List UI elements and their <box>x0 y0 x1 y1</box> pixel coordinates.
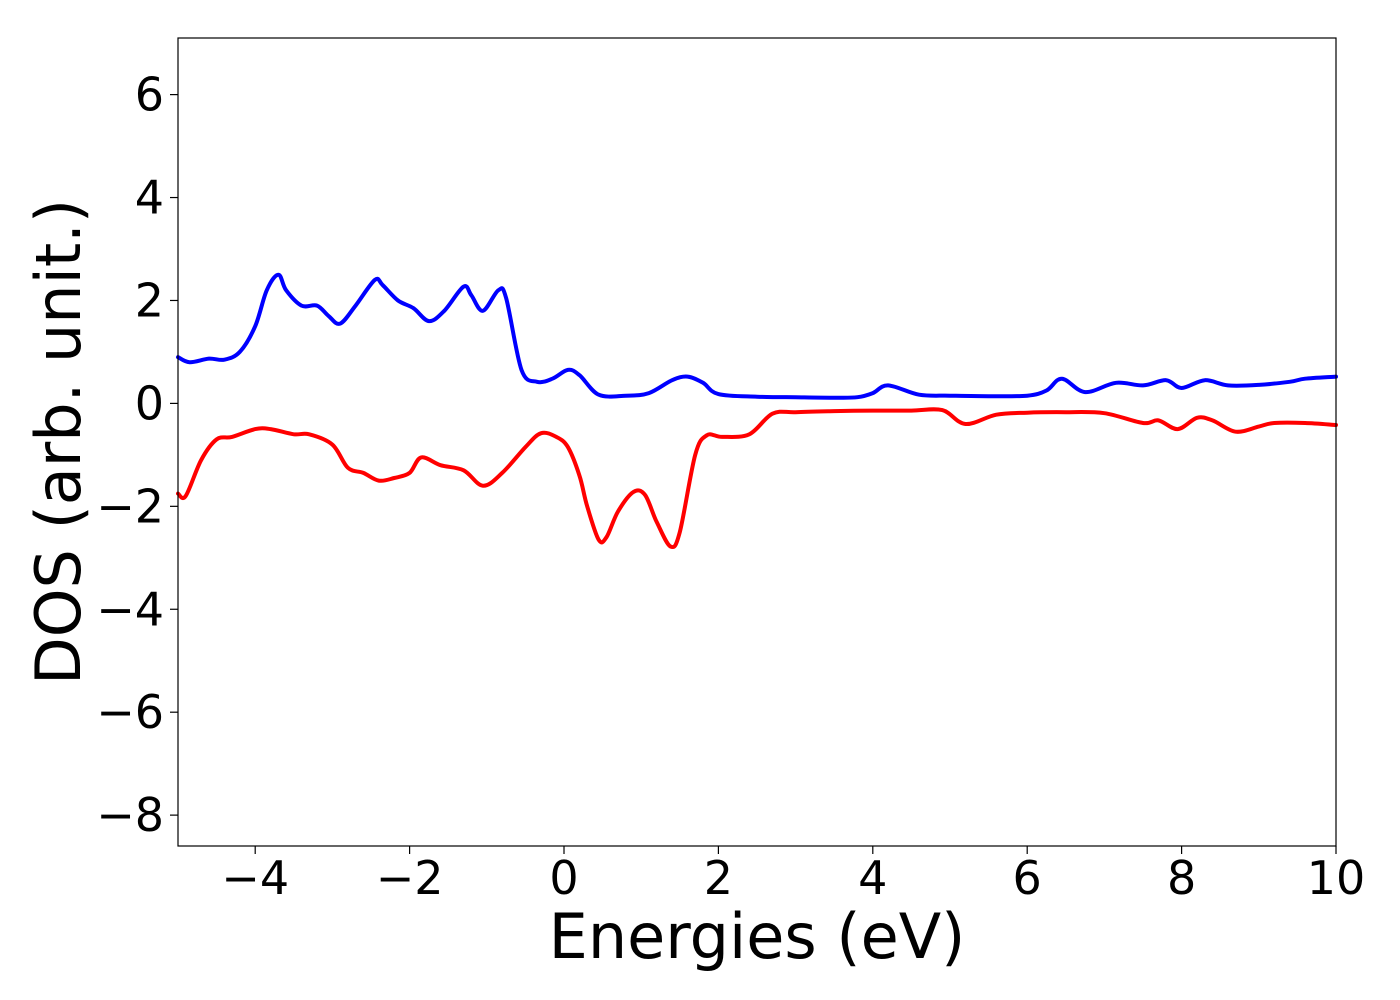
y-tick-label: 2 <box>135 273 164 327</box>
x-axis-label: Energies (eV) <box>549 900 966 973</box>
series-layer <box>176 272 1338 550</box>
y-tick-label: 0 <box>135 376 164 430</box>
x-tick-label: 4 <box>858 851 887 905</box>
y-tick-label: −2 <box>96 479 164 533</box>
y-axis-label: DOS (arb. unit.) <box>22 199 95 685</box>
y-tick-label: −4 <box>96 582 164 636</box>
x-axis-ticks: −4 −2 0 2 4 6 8 10 <box>221 846 1365 905</box>
x-tick-label: −4 <box>221 851 289 905</box>
x-tick-label: 8 <box>1167 851 1196 905</box>
y-tick-label: 6 <box>135 68 164 122</box>
x-tick-label: 10 <box>1307 851 1366 905</box>
x-tick-label: 0 <box>549 851 578 905</box>
y-tick-label: −6 <box>96 685 164 739</box>
plot-area <box>178 38 1336 846</box>
x-tick-label: 2 <box>704 851 733 905</box>
x-tick-label: −2 <box>376 851 444 905</box>
y-tick-label: −8 <box>96 788 164 842</box>
series-line-1 <box>176 407 1338 550</box>
plot-frame <box>177 37 1337 847</box>
series-line-0 <box>176 272 1338 400</box>
x-tick-label: 6 <box>1013 851 1042 905</box>
y-axis-ticks: 6 4 2 0 −2 −4 −6 −8 <box>96 68 178 842</box>
y-tick-label: 4 <box>135 171 164 225</box>
